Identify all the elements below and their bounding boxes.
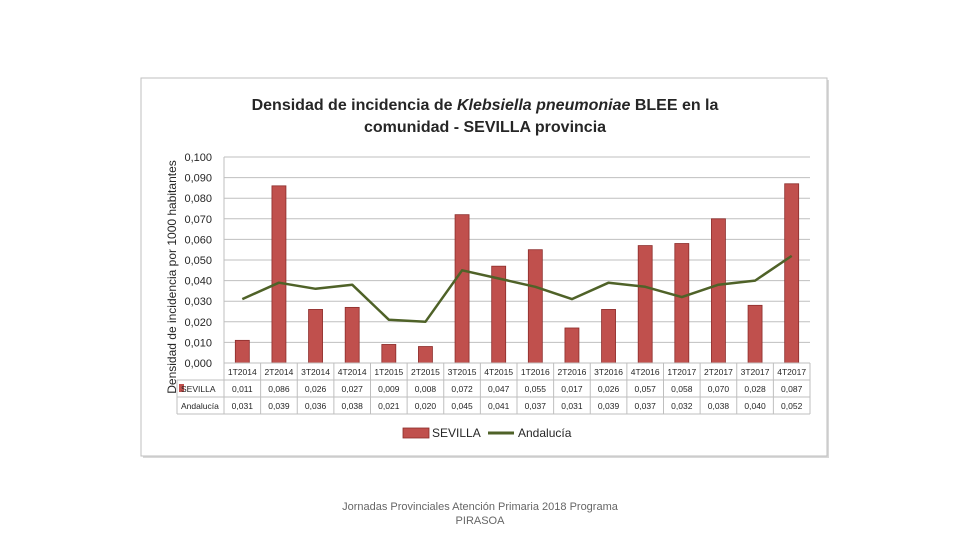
y-axis-label: Densidad de incidencia por 1000 habitant… [165, 160, 179, 394]
table-value: 0,036 [305, 401, 327, 411]
x-category-label: 4T2014 [338, 367, 367, 377]
table-value: 0,040 [744, 401, 766, 411]
table-row-label: Andalucía [181, 401, 219, 411]
table-value: 0,021 [378, 401, 400, 411]
y-tick-label: 0,060 [184, 234, 212, 246]
footer-line-1: Jornadas Provinciales Atención Primaria … [342, 501, 618, 513]
bar-sevilla [344, 306, 360, 364]
x-category-label: 2T2016 [558, 367, 587, 377]
table-value: 0,039 [268, 401, 290, 411]
table-value: 0,057 [635, 384, 657, 394]
y-tick-label: 0,100 [184, 152, 212, 164]
table-value: 0,070 [708, 384, 730, 394]
line-andalucia [241, 254, 793, 324]
bar-sevilla [308, 309, 323, 364]
bar-sevilla [527, 249, 543, 364]
table-value: 0,038 [342, 401, 364, 411]
x-category-label: 1T2015 [374, 367, 403, 377]
x-category-label: 1T2014 [228, 367, 257, 377]
table-value: 0,011 [232, 384, 253, 394]
y-tick-label: 0,000 [184, 358, 212, 370]
bar-sevilla [711, 218, 726, 364]
chart-title-species: Klebsiella pneumoniae [457, 97, 630, 114]
table-value: 0,028 [744, 384, 766, 394]
table-value: 0,072 [451, 384, 473, 394]
bar-sevilla [674, 243, 690, 364]
bar-sevilla [747, 304, 763, 364]
x-category-label: 1T2017 [667, 367, 696, 377]
table-value: 0,038 [708, 401, 730, 411]
table-value: 0,058 [671, 384, 693, 394]
x-category-label: 3T2016 [594, 367, 623, 377]
legend-label-sevilla: SEVILLA [432, 426, 481, 440]
table-value: 0,047 [488, 384, 510, 394]
table-value: 0,027 [342, 384, 364, 394]
table-value: 0,037 [635, 401, 657, 411]
bar-sevilla [564, 327, 580, 364]
table-value: 0,037 [525, 401, 547, 411]
footer-line-2: PIRASOA [455, 515, 505, 527]
y-tick-label: 0,070 [184, 214, 212, 226]
table-value: 0,055 [525, 384, 547, 394]
y-tick-label: 0,020 [184, 317, 212, 329]
x-category-label: 2T2015 [411, 367, 440, 377]
table-value: 0,045 [451, 401, 473, 411]
table-value: 0,087 [781, 384, 803, 394]
bar-sevilla [784, 183, 800, 364]
table-value: 0,041 [488, 401, 510, 411]
table-key-sevilla [179, 384, 184, 392]
y-tick-label: 0,010 [184, 337, 212, 349]
table-value: 0,039 [598, 401, 620, 411]
y-tick-label: 0,090 [184, 173, 212, 185]
bar-sevilla [381, 344, 397, 364]
table-value: 0,020 [415, 401, 437, 411]
bar-sevilla [637, 245, 653, 364]
x-category-label: 3T2015 [448, 367, 477, 377]
table-value: 0,052 [781, 401, 803, 411]
table-value: 0,017 [561, 384, 583, 394]
chart-title: Densidad de incidencia de Klebsiella pne… [252, 97, 719, 114]
x-category-label: 4T2015 [484, 367, 513, 377]
chart-title-part-3: BLEE en la [630, 97, 718, 114]
y-tick-label: 0,040 [184, 276, 212, 288]
table-value: 0,031 [232, 401, 254, 411]
table-value: 0,032 [671, 401, 693, 411]
table-value: 0,026 [305, 384, 327, 394]
bar-sevilla [234, 339, 250, 364]
legend-swatch-sevilla [402, 427, 430, 439]
x-category-label: 4T2017 [777, 367, 806, 377]
y-tick-label: 0,030 [184, 296, 212, 308]
table-value: 0,086 [268, 384, 290, 394]
table-value: 0,008 [415, 384, 437, 394]
footer-caption: Jornadas Provinciales Atención Primaria … [330, 500, 630, 528]
x-category-label: 3T2017 [741, 367, 770, 377]
x-category-label: 2T2017 [704, 367, 733, 377]
chart-title-part-1: Densidad de incidencia de [252, 97, 457, 114]
x-category-label: 3T2014 [301, 367, 330, 377]
x-category-label: 1T2016 [521, 367, 550, 377]
table-value: 0,009 [378, 384, 400, 394]
y-tick-label: 0,080 [184, 193, 212, 205]
x-category-label: 2T2014 [265, 367, 294, 377]
chart-subtitle: comunidad - SEVILLA provincia [364, 119, 606, 136]
table-value: 0,031 [561, 401, 583, 411]
bar-sevilla [601, 309, 616, 364]
x-category-label: 4T2016 [631, 367, 660, 377]
table-row-label: SEVILLA [181, 384, 216, 394]
table-value: 0,026 [598, 384, 620, 394]
bar-sevilla [271, 185, 287, 364]
bar-sevilla [418, 346, 433, 364]
y-tick-label: 0,050 [184, 255, 212, 267]
legend-label-andalucia: Andalucía [518, 426, 572, 440]
bar-sevilla [454, 214, 470, 364]
